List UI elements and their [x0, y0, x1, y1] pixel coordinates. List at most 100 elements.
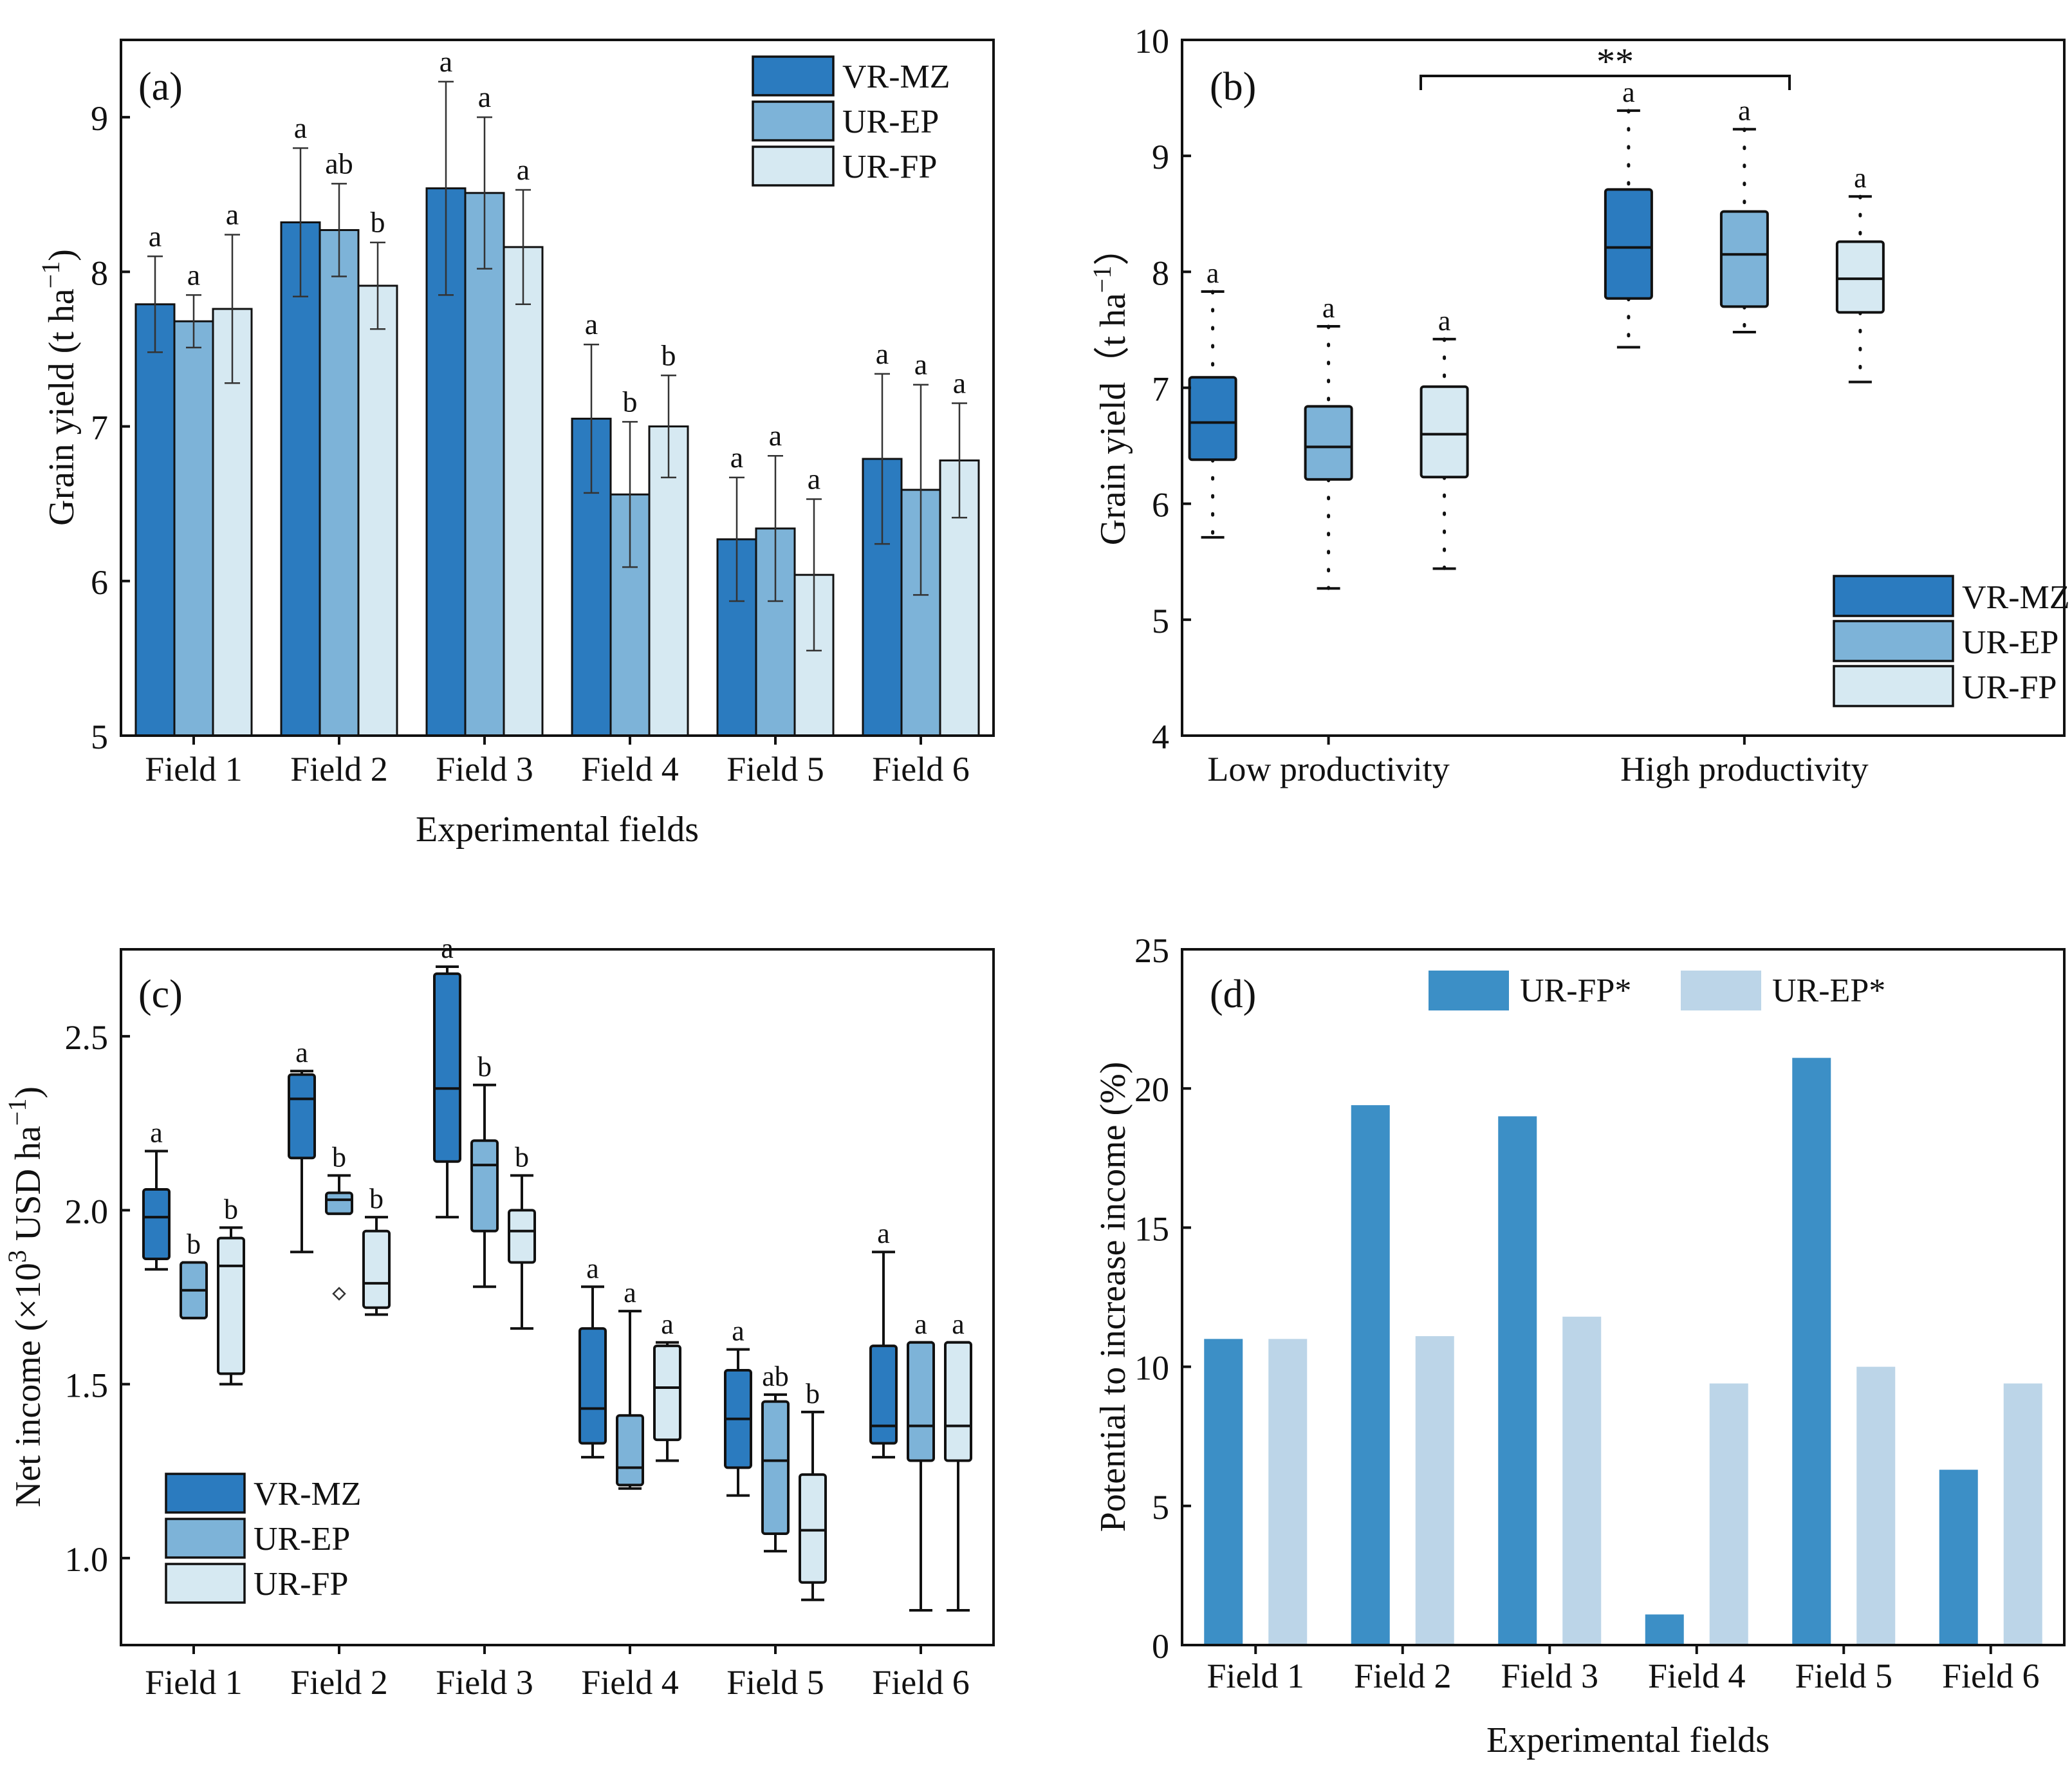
significance-letter: a: [1438, 305, 1451, 337]
significance-letter: a: [478, 80, 491, 113]
box-ur-fp-field-2: [362, 1229, 391, 1309]
significance-letter: b: [369, 1183, 384, 1214]
panel-a-x-axis-title: Experimental fields: [416, 810, 699, 850]
panel-a-ytick-label: 5: [91, 718, 108, 756]
panel-d-xtick-label-field-4: Field 4: [1648, 1657, 1746, 1695]
box-ur-ep-field-4: [616, 1414, 644, 1487]
legend-label-ur-ep: UR-EP: [842, 104, 939, 140]
significance-letter: b: [661, 339, 676, 371]
bar-ur-fp-field-2: [357, 284, 398, 737]
panel-c-legend: VR-MZ UR-EP UR-FP: [165, 1473, 362, 1604]
panel-d-x-ticks: Field 1 Field 2 Field 3 Field 4 Field 5 Field…: [1207, 1645, 2040, 1695]
significance-letter: b: [224, 1193, 238, 1225]
bar-vr-mz-field-1: [134, 303, 176, 737]
box-ur-fp-field-1: [217, 1236, 245, 1375]
panel-a-xtick-label-field-5: Field 5: [726, 750, 824, 788]
panel-a-xtick-label-field-6: Field 6: [872, 750, 970, 788]
legend-swatch-ur-fp: [752, 145, 835, 187]
box-vr-mz-field-4: [578, 1327, 607, 1445]
box-ur-fp-field-5: [799, 1473, 827, 1584]
significance-letter: a: [1622, 77, 1635, 108]
significance-letter: b: [515, 1141, 529, 1173]
panel-a-xtick-label-field-1: Field 1: [145, 750, 243, 788]
legend-label-ur-fp: UR-FP: [842, 149, 937, 185]
significance-label: **: [1596, 41, 1634, 82]
bar-ur-ep-field-1: [173, 320, 214, 737]
legend-swatch-vr-mz: [752, 55, 835, 97]
panel-a-xtick-label-field-4: Field 4: [581, 750, 679, 788]
panel-c-xtick-label-field-5: Field 5: [726, 1663, 824, 1702]
panel-d-xtick-label-field-3: Field 3: [1501, 1657, 1598, 1695]
significance-letter: b: [623, 385, 638, 418]
panel-a-xtick-label-field-2: Field 2: [290, 750, 388, 788]
significance-letter: a: [1322, 292, 1335, 324]
panel-d-ytick-label: 15: [1134, 1209, 1169, 1248]
legend-swatch-ur-fp: [1429, 971, 1509, 1010]
box-ur-fp-field-3: [508, 1209, 536, 1264]
significance-letter: a: [877, 1218, 890, 1249]
panel-d-y-ticks: 0 5 10 15 20 25: [1134, 931, 1191, 1666]
box-ur-fp-low-productivity: [1420, 385, 1469, 479]
bar-ur-fp-field-3: [503, 246, 544, 737]
legend-label-ur-fp: UR-FP: [1962, 669, 2057, 706]
legend-swatch-ur-ep: [1833, 620, 1954, 662]
significance-letter: a: [295, 1037, 308, 1068]
panel-b-ytick-label: 7: [1152, 370, 1169, 409]
significance-letter: b: [806, 1378, 820, 1410]
panel-a-ytick-label: 7: [91, 409, 108, 447]
box-ur-ep-low-productivity: [1304, 405, 1353, 481]
box-ur-fp-high-productivity: [1835, 240, 1885, 314]
panel-c-ytick-label: 2.5: [65, 1018, 109, 1057]
legend-label-vr-mz: VR-MZ: [1962, 579, 2070, 616]
significance-letter: ab: [325, 147, 353, 180]
box-ur-ep-high-productivity: [1719, 210, 1769, 308]
panel-b-y-axis-title: Grain yield（t ha−1）: [1087, 230, 1133, 545]
panel-b-ytick-label: 5: [1152, 602, 1169, 640]
significance-letter: b: [371, 206, 385, 239]
significance-letter: a: [439, 45, 452, 78]
box-ur-ep-field-5: [761, 1400, 790, 1536]
panel-d-ytick-label: 0: [1152, 1627, 1169, 1666]
panel-c-ytick-label: 1.0: [65, 1540, 109, 1579]
panel-c-x-ticks: Field 1 Field 2 Field 3 Field 4 Field 5 Field…: [145, 1645, 970, 1702]
significance-letter: a: [187, 258, 200, 291]
legend-label-vr-mz: VR-MZ: [842, 59, 950, 95]
panel-d-xtick-label-field-1: Field 1: [1207, 1657, 1304, 1695]
significance-letter: a: [914, 1308, 927, 1340]
panel-b-xtick-label-high-productivity: High productivity: [1620, 750, 1868, 788]
legend-swatch-vr-mz: [165, 1473, 246, 1514]
significance-letter: a: [150, 1117, 163, 1148]
panel-c-ytick-label: 1.5: [65, 1366, 109, 1405]
significance-letter: a: [914, 348, 927, 381]
bar-ur-fp-field-3: [1498, 1116, 1537, 1645]
box-vr-mz-high-productivity: [1604, 188, 1653, 300]
bar-ur-ep-field-6: [2003, 1383, 2042, 1645]
outlier-point: [332, 1287, 346, 1301]
box-vr-mz-field-1: [142, 1187, 171, 1261]
panel-a-xtick-label-field-3: Field 3: [436, 750, 533, 788]
panel-c-y-axis-title: Net income (×103 USD ha−1): [3, 1086, 48, 1507]
panel-b-x-ticks: Low productivity High productivity: [1207, 736, 1869, 788]
bar-ur-fp-field-1: [1204, 1339, 1243, 1645]
bar-ur-ep-field-2: [1415, 1336, 1454, 1645]
panel-b-ytick-label: 9: [1152, 138, 1169, 176]
panel-c-xtick-label-field-6: Field 6: [872, 1663, 970, 1702]
significance-letter: a: [808, 462, 820, 495]
panel-b-ytick-label: 4: [1152, 718, 1169, 756]
panel-c-xtick-label-field-4: Field 4: [581, 1663, 679, 1702]
panel-b-ytick-label: 8: [1152, 254, 1169, 292]
panel-a-legend: VR-MZ UR-EP UR-FP: [752, 55, 950, 187]
significance-letter: a: [730, 441, 743, 474]
panel-b-ytick-label: 10: [1134, 22, 1169, 60]
significance-letter: a: [586, 1252, 599, 1284]
significance-letter: b: [332, 1141, 346, 1173]
panel-a-y-axis-title: Grain yield (t ha−1): [36, 249, 82, 526]
panel-c-ytick-label: 2.0: [65, 1192, 109, 1231]
panel-d-ytick-label: 5: [1152, 1488, 1169, 1527]
panel-d-ytick-label: 20: [1134, 1070, 1169, 1109]
significance-letter: a: [953, 367, 966, 400]
box-ur-fp-field-4: [653, 1344, 681, 1442]
